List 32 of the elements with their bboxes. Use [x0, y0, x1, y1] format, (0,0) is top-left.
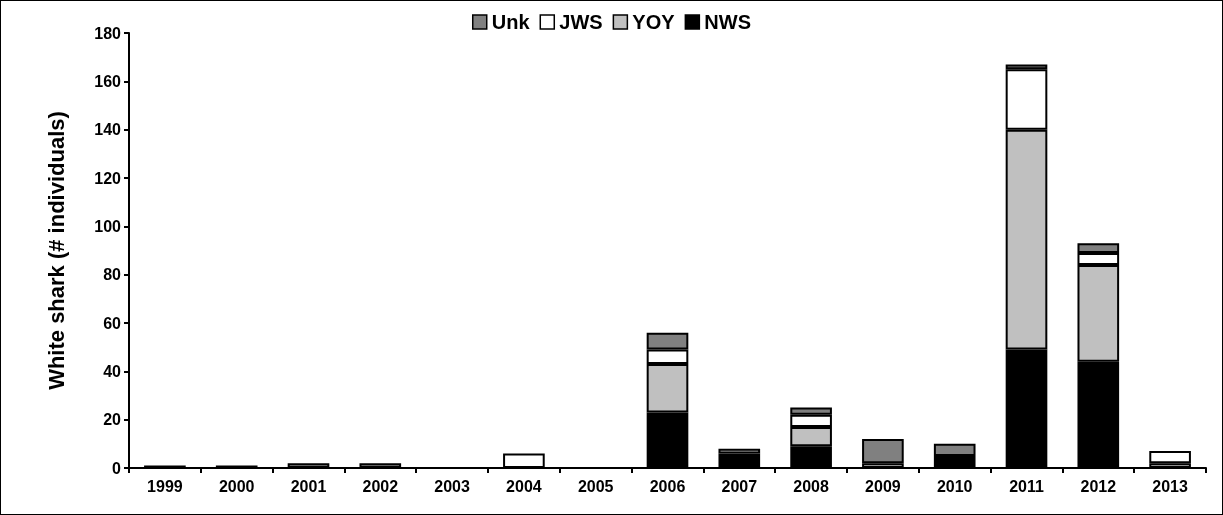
y-tick-label: 80 — [103, 266, 122, 284]
x-tick-label: 2003 — [434, 477, 470, 495]
x-tick-label: 2013 — [1152, 477, 1188, 495]
x-tick-label: 2011 — [1009, 477, 1044, 495]
x-tick-label: 2002 — [362, 477, 399, 495]
x-tick-label: 2008 — [793, 477, 829, 495]
y-axis-title: White shark (# individuals) — [43, 111, 69, 390]
legend-label: JWS — [559, 11, 603, 33]
y-tick-label: 20 — [103, 411, 122, 429]
legend-label: YOY — [632, 11, 676, 33]
x-tick-label: 2009 — [865, 477, 901, 495]
y-tick-label: 60 — [103, 314, 122, 332]
bar — [1149, 451, 1191, 464]
y-tick-label: 40 — [103, 362, 122, 380]
legend-label: Unk — [491, 11, 531, 33]
x-tick-label: 2000 — [218, 477, 255, 495]
x-tick-label: 1999 — [147, 477, 183, 495]
y-tick-label: 120 — [94, 169, 122, 187]
x-tick-label: 2006 — [649, 477, 686, 495]
y-tick-label: 0 — [112, 459, 122, 477]
x-tick-label: 2005 — [577, 477, 614, 495]
x-tick-label: 2004 — [506, 477, 542, 495]
x-tick-label: 2010 — [936, 477, 973, 495]
y-tick-label: 100 — [94, 217, 122, 235]
bar — [862, 439, 904, 464]
y-tick-label: 160 — [94, 72, 122, 90]
y-tick-label: 140 — [94, 121, 122, 139]
legend-label: NWS — [704, 11, 752, 33]
y-tick-label: 180 — [94, 24, 122, 42]
x-tick-label: 2012 — [1080, 477, 1117, 495]
x-tick-label: 2001 — [290, 477, 327, 495]
x-tick-label: 2007 — [721, 477, 758, 495]
